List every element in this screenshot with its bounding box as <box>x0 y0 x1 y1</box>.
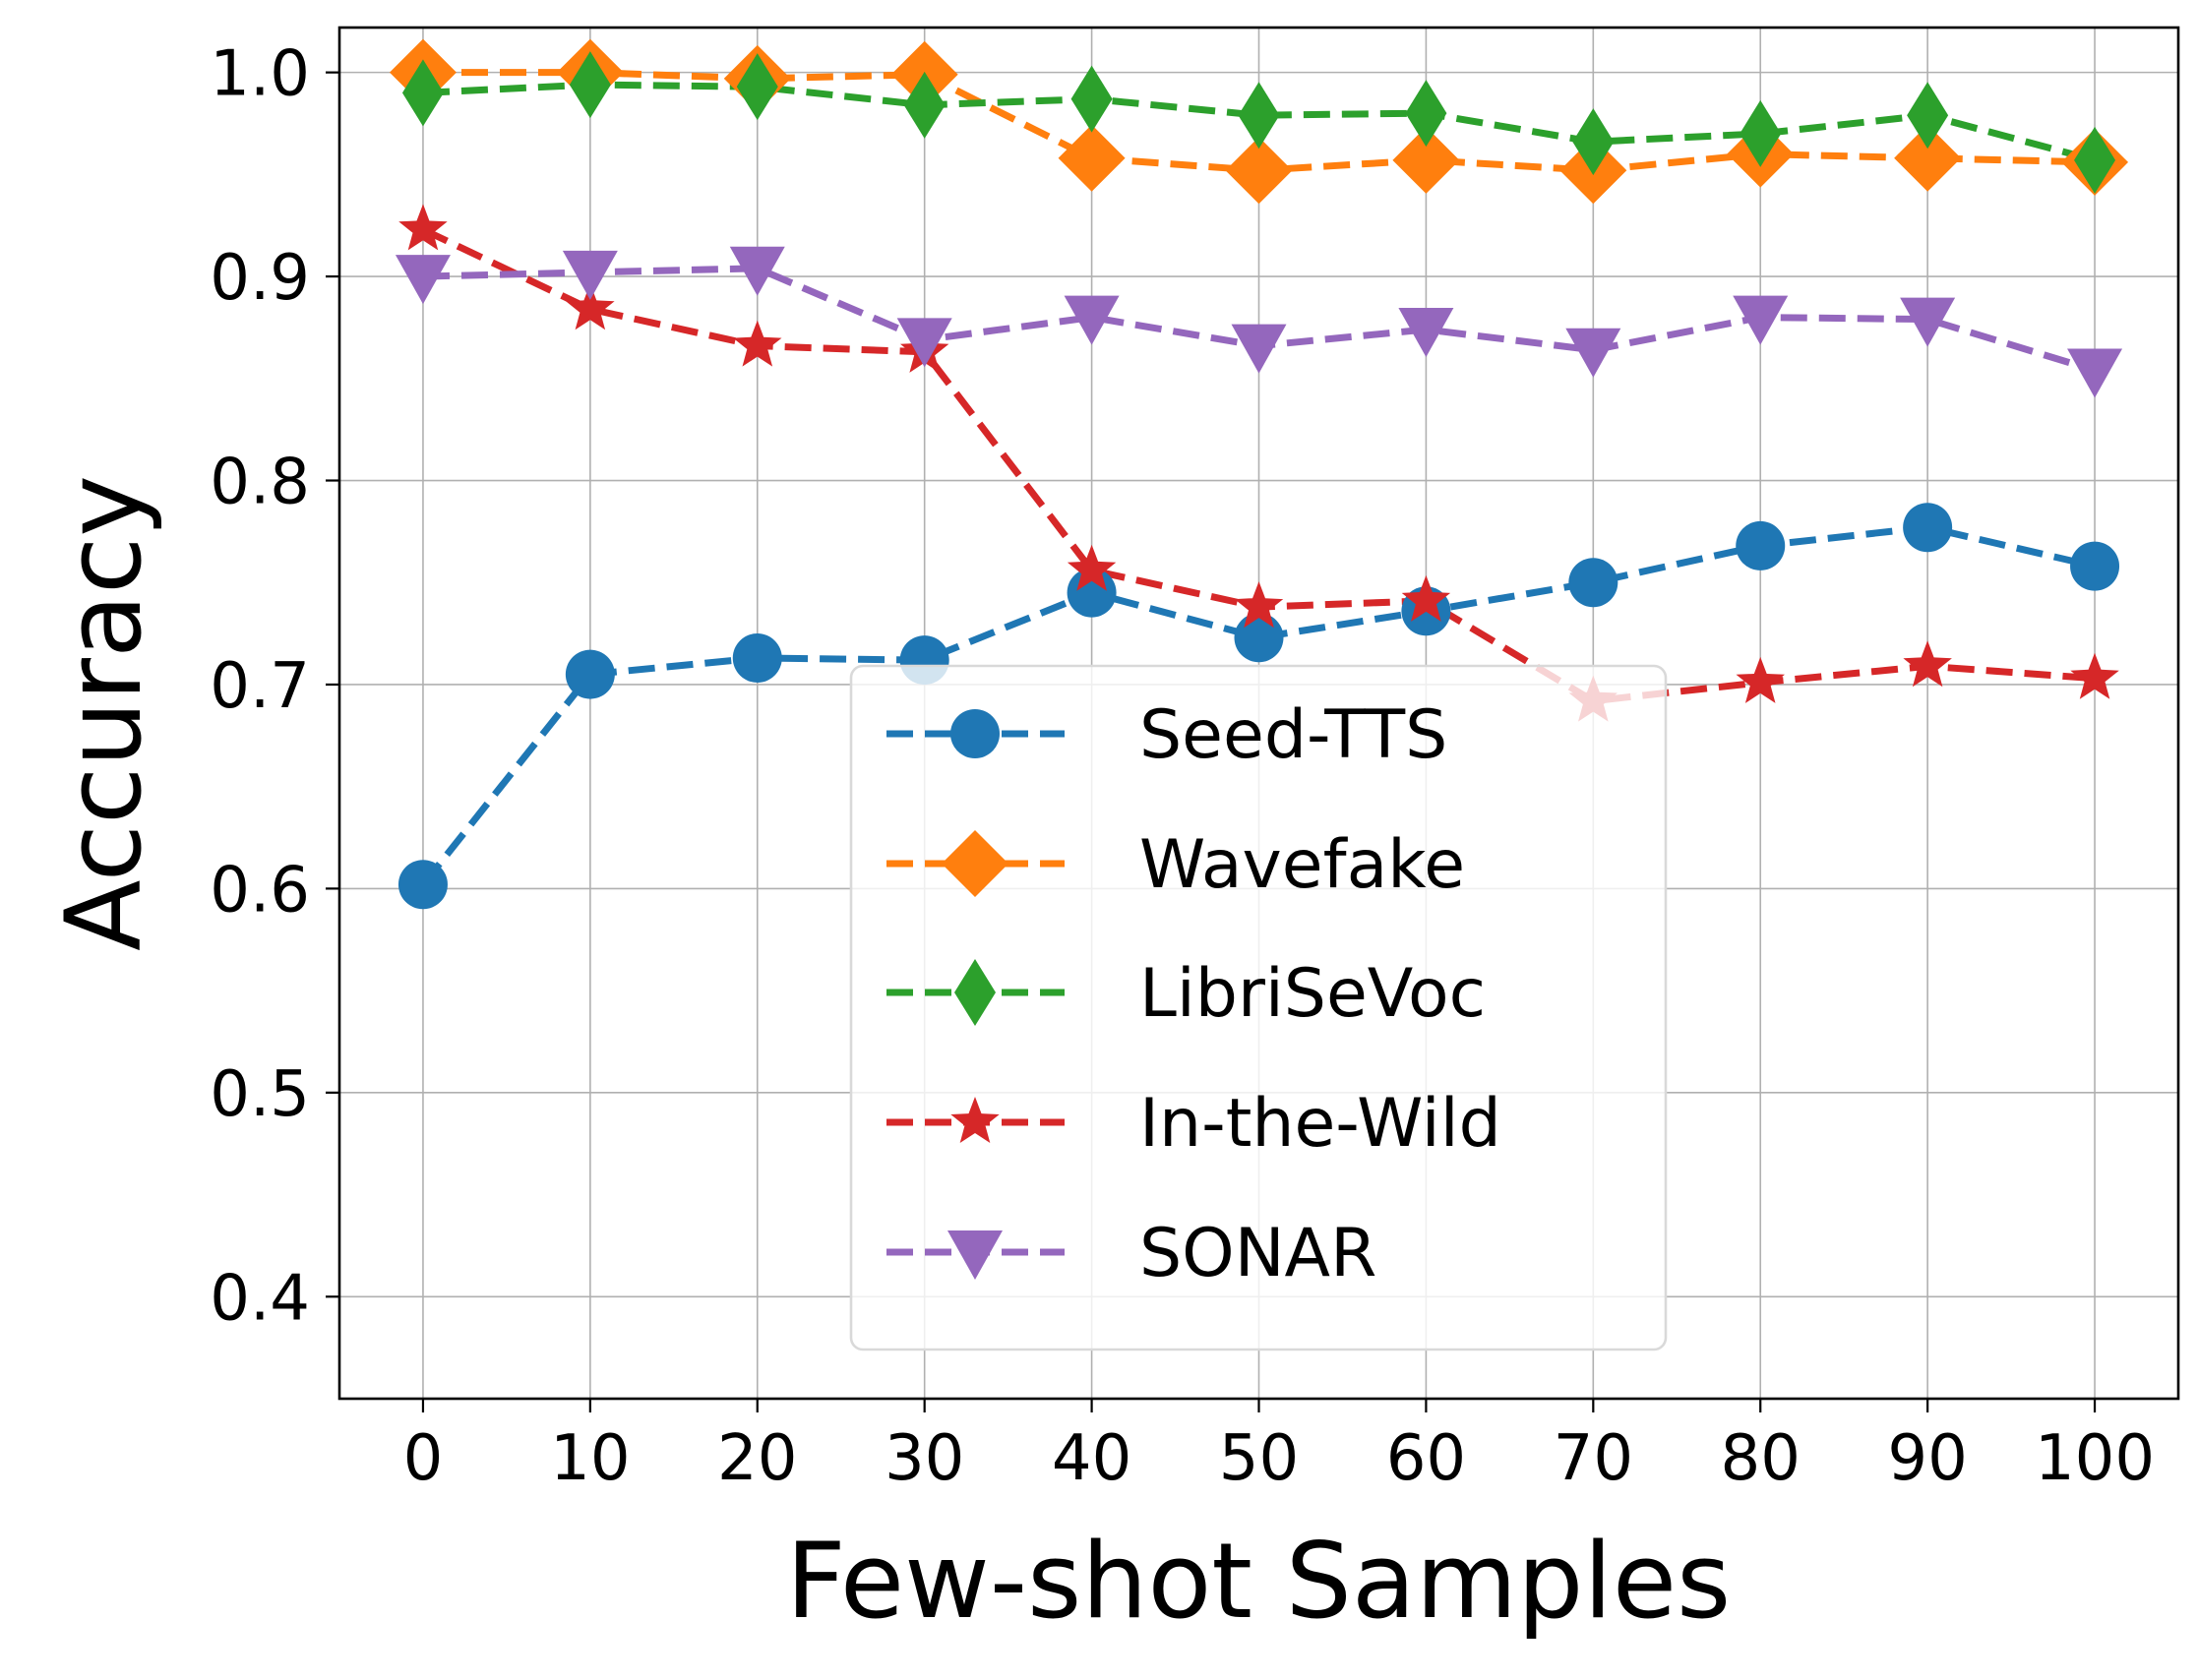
data-point-librisevoc <box>401 59 444 127</box>
data-point-in-the-wild <box>2070 652 2119 699</box>
data-point-sonar <box>562 250 618 300</box>
data-point-sonar <box>1398 308 1454 358</box>
data-point-librisevoc <box>1572 108 1615 176</box>
data-point-in-the-wild <box>1903 640 1952 688</box>
x-tick-labels: 0 10 20 30 40 50 60 70 80 90 100 <box>403 1422 2156 1495</box>
x-tick-label: 70 <box>1554 1422 1633 1495</box>
data-point-seed-tts <box>732 632 782 683</box>
data-point-librisevoc <box>1238 82 1280 150</box>
legend-label-in-the-wild: In-the-Wild <box>1139 1085 1501 1163</box>
y-tick-label: 1.0 <box>210 38 310 111</box>
legend-marker-in-the-wild <box>950 1097 1000 1143</box>
data-point-librisevoc <box>1907 82 1949 150</box>
data-point-librisevoc <box>1405 80 1447 148</box>
data-point-sonar <box>395 255 451 305</box>
data-point-sonar <box>2067 348 2123 398</box>
data-point-in-the-wild <box>398 204 448 251</box>
data-point-seed-tts <box>1568 558 1618 608</box>
x-tick-label: 10 <box>550 1422 630 1495</box>
data-point-in-the-wild <box>1234 581 1284 629</box>
legend-box <box>849 664 1668 1351</box>
x-tick-label: 20 <box>717 1422 797 1495</box>
x-tick-label: 40 <box>1052 1422 1131 1495</box>
data-point-sonar <box>1565 328 1621 378</box>
y-tick-label: 0.5 <box>210 1058 310 1131</box>
series-line-librisevoc <box>422 81 2096 164</box>
x-tick-label: 100 <box>2035 1422 2155 1495</box>
x-tick-label: 80 <box>1721 1422 1801 1495</box>
data-point-seed-tts <box>2070 541 2120 591</box>
data-point-wavefake <box>1058 124 1126 192</box>
data-point-in-the-wild <box>733 320 782 367</box>
data-point-in-the-wild <box>1736 656 1785 703</box>
y-tick-label: 0.7 <box>210 650 310 723</box>
data-point-seed-tts <box>397 860 448 910</box>
data-point-sonar <box>729 246 785 296</box>
legend-label-seed-tts: Seed-TTS <box>1139 696 1447 774</box>
legend-label-sonar: SONAR <box>1139 1215 1376 1292</box>
legend: Seed-TTS Wavefake LibriSeVoc In-the-Wild SON… <box>849 664 1668 1351</box>
data-point-sonar <box>1064 295 1120 345</box>
y-tick-label: 0.8 <box>210 447 310 519</box>
data-point-wavefake <box>1894 124 1962 192</box>
data-point-sonar <box>1900 297 1956 347</box>
legend-label-librisevoc: LibriSeVoc <box>1139 955 1486 1033</box>
x-tick-label: 90 <box>1887 1422 1967 1495</box>
legend-marker-wavefake <box>942 830 1008 897</box>
data-point-sonar <box>896 318 952 368</box>
x-tick-label: 50 <box>1219 1422 1299 1495</box>
y-tick-label: 0.6 <box>210 854 310 927</box>
data-point-librisevoc <box>1070 65 1113 133</box>
data-point-librisevoc <box>569 51 611 119</box>
legend-marker-sonar <box>947 1230 1003 1280</box>
data-point-wavefake <box>1392 126 1460 194</box>
data-point-librisevoc <box>1740 99 1782 167</box>
data-point-librisevoc <box>736 53 778 121</box>
data-point-in-the-wild <box>1067 544 1117 591</box>
data-point-seed-tts <box>1736 520 1786 570</box>
data-point-sonar <box>1733 295 1789 345</box>
y-tick-label: 0.9 <box>210 242 310 315</box>
y-tick-label: 0.4 <box>210 1262 310 1335</box>
x-axis-label: Few-shot Samples <box>786 1521 1732 1642</box>
data-point-librisevoc <box>903 71 946 139</box>
data-point-wavefake <box>1225 137 1293 205</box>
data-point-librisevoc <box>2074 126 2116 194</box>
y-axis-label: Accuracy <box>43 475 164 951</box>
data-point-seed-tts <box>565 649 615 699</box>
axis-ticks <box>326 71 2097 1412</box>
data-point-sonar <box>1231 324 1287 374</box>
legend-marker-seed-tts <box>950 709 1000 758</box>
data-point-in-the-wild <box>1401 574 1451 622</box>
x-tick-label: 60 <box>1386 1422 1466 1495</box>
legend-marker-librisevoc <box>954 959 996 1026</box>
series-markers <box>389 38 2129 910</box>
data-point-in-the-wild <box>566 283 615 330</box>
x-tick-label: 30 <box>885 1422 964 1495</box>
data-point-seed-tts <box>1067 568 1117 618</box>
legend-label-wavefake: Wavefake <box>1139 826 1465 904</box>
y-tick-labels: 0.4 0.5 0.6 0.7 0.8 0.9 1.0 <box>210 38 310 1336</box>
x-tick-label: 0 <box>403 1422 444 1495</box>
data-point-seed-tts <box>1903 503 1953 553</box>
data-point-seed-tts <box>1234 613 1284 663</box>
